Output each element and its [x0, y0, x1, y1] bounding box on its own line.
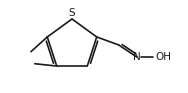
Text: OH: OH: [156, 52, 172, 62]
Text: S: S: [69, 8, 75, 18]
Text: N: N: [133, 52, 141, 62]
